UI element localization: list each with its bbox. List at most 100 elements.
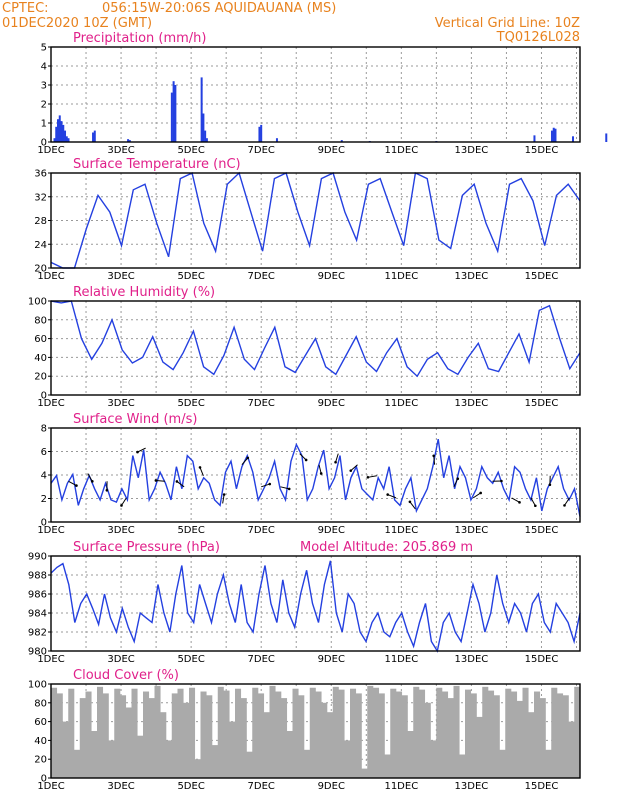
precip-bar [554, 128, 557, 142]
wind-arrow-head [563, 504, 566, 507]
y-tick-label: 2 [41, 100, 47, 111]
panel-subtitle: Model Altitude: 205.869 m [300, 540, 473, 555]
precip-bar [128, 140, 131, 142]
x-tick-label: 11DEC [384, 398, 418, 409]
y-tick-label: 28 [34, 216, 47, 227]
cloud-bar [396, 691, 403, 778]
x-tick-label: 3DEC [107, 145, 134, 156]
cloud-bar [511, 691, 518, 778]
cloud-bar [258, 693, 265, 778]
x-tick-label: 11DEC [384, 781, 418, 792]
cloud-bar [137, 735, 144, 778]
x-tick-label: 1DEC [37, 654, 64, 665]
cloud-bar [206, 695, 213, 778]
precip-bar [174, 85, 177, 142]
header-location: 056:15W-20:06S AQUIDAUANA (MS) [102, 1, 336, 16]
y-tick-label: 100 [28, 680, 47, 691]
cloud-bar [459, 754, 466, 778]
cloud-bar [568, 721, 575, 778]
wind-arrow [68, 480, 77, 487]
y-tick-label: 980 [28, 647, 47, 658]
x-tick-label: 3DEC [107, 781, 134, 792]
wind-arrow [350, 464, 358, 472]
precip-bar [340, 140, 343, 142]
precip-bar [62, 124, 65, 142]
y-tick-label: 32 [34, 192, 47, 203]
cloud-bar [401, 695, 408, 778]
x-tick-label: 13DEC [455, 271, 489, 282]
cloud-bar [304, 749, 311, 778]
y-tick-label: 4 [41, 471, 47, 482]
wind-arrow [241, 457, 249, 466]
cloud-bar [189, 687, 196, 778]
wind-arrow-head [479, 491, 482, 495]
wind-arrow-head [198, 466, 202, 469]
wind-arrow [222, 494, 225, 504]
wind-arrow [280, 486, 290, 490]
cloud-bar [68, 688, 75, 778]
y-tick-label: 20 [34, 264, 47, 275]
cloud-bar [97, 686, 104, 778]
cloud-bar [562, 695, 569, 778]
wind-arrow [367, 475, 377, 478]
cloud-bar [286, 731, 293, 778]
cloud-bar [384, 754, 391, 778]
x-tick-label: 13DEC [455, 525, 489, 536]
y-tick-label: 0 [41, 391, 47, 402]
precip-bar [127, 139, 130, 142]
cloud-bar [332, 686, 339, 778]
cloud-bar [309, 687, 316, 778]
x-tick-label: 15DEC [525, 654, 559, 665]
cloud-bar [183, 702, 190, 778]
wind-arrow [530, 497, 536, 506]
precip-bar [55, 126, 58, 142]
cloud-bar [361, 768, 368, 778]
precip-bar [64, 130, 67, 142]
series-line [50, 438, 581, 517]
y-tick-label: 20 [34, 755, 47, 766]
y-tick-label: 36 [34, 169, 47, 180]
wind-arrow [261, 483, 270, 488]
precip-bar [260, 124, 263, 142]
cloud-bar [102, 693, 109, 778]
cloud-bar [574, 686, 581, 778]
cloud-bar [114, 688, 121, 778]
y-tick-label: 60 [34, 334, 47, 345]
wind-arrow-head [120, 504, 123, 507]
cloud-bar [350, 688, 357, 778]
cloud-bar [557, 693, 564, 778]
cloud-bar [476, 716, 483, 778]
panel-frame [50, 555, 581, 652]
cloud-bar [217, 686, 224, 778]
y-tick-label: 80 [34, 698, 47, 709]
cloud-bar [56, 693, 63, 778]
x-tick-label: 5DEC [177, 525, 204, 536]
cloud-bar [373, 687, 380, 778]
cloud-bar [424, 702, 431, 778]
wind-arrow-head [319, 472, 323, 475]
panel-6: 0 20 40 60 80 100 1DEC 3DEC 5DEC 7DEC 9DEC 11DEC 13D… [28, 668, 581, 792]
panel-frame [50, 300, 581, 396]
cloud-bar [327, 712, 334, 778]
panel-title: Precipitation (mm/h) [73, 31, 206, 46]
cloud-bar [62, 721, 69, 778]
x-tick-label: 13DEC [455, 398, 489, 409]
y-tick-label: 0 [41, 138, 47, 149]
x-tick-label: 7DEC [248, 271, 275, 282]
cloud-bar [419, 689, 426, 778]
x-tick-label: 15DEC [525, 398, 559, 409]
y-tick-label: 2 [41, 494, 47, 505]
wind-arrow [453, 478, 459, 488]
wind-arrow-head [105, 488, 109, 492]
cloud-bar [125, 707, 132, 778]
panel-title: Relative Humidity (%) [73, 285, 215, 300]
wind-arrow [137, 447, 146, 453]
cloud-bar [465, 689, 472, 778]
wind-arrow-head [304, 458, 308, 462]
precip-bar [552, 127, 555, 142]
cloud-bar [154, 685, 161, 778]
precip-bar [58, 115, 61, 142]
y-tick-label: 990 [28, 552, 47, 563]
y-tick-label: 20 [34, 372, 47, 383]
